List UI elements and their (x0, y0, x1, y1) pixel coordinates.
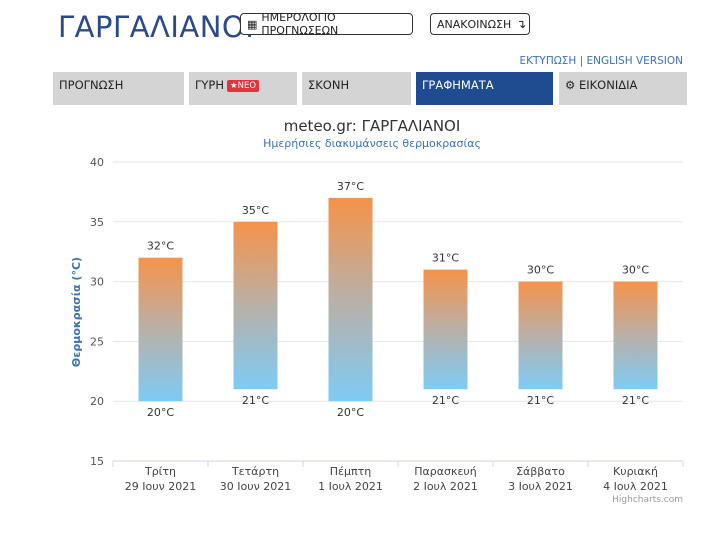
temperature-bar[interactable] (518, 281, 563, 390)
top-links: ΕΚΤΥΠΩΣΗ | ENGLISH VERSION (520, 55, 684, 67)
x-tick-day-label: Παρασκευή (414, 465, 477, 478)
x-tick-date-label: 4 Ιουλ 2021 (603, 480, 668, 493)
x-tick-day-label: Πέμπτη (330, 465, 371, 478)
new-badge: ★ΝΕΟ (227, 80, 260, 92)
star-icon: ★ (230, 81, 238, 91)
min-temp-label: 21°C (622, 394, 649, 407)
x-tick-day-label: Τετάρτη (231, 465, 279, 478)
tab-icons[interactable]: ⚙ ΕΙΚΟΝΙΔΙΑ (559, 72, 687, 105)
tab-forecast[interactable]: ΠΡΟΓΝΩΣΗ (53, 72, 184, 105)
temperature-bar[interactable] (233, 221, 278, 390)
x-tick-day-label: Κυριακή (613, 465, 658, 478)
tab-pollen[interactable]: ΓΥΡΗ ★ΝΕΟ (189, 72, 297, 105)
page-title: ΓΑΡΓΑΛΙΑΝΟΙ (58, 10, 255, 44)
print-link[interactable]: ΕΚΤΥΠΩΣΗ (519, 55, 577, 67)
new-badge-label: ΝΕΟ (237, 81, 257, 91)
y-tick-label: 25 (90, 335, 104, 348)
highcharts-credit[interactable]: Highcharts.com (612, 495, 683, 505)
max-temp-label: 30°C (527, 264, 554, 277)
x-tick-date-label: 30 Ιουν 2021 (220, 480, 291, 493)
english-version-link[interactable]: ENGLISH VERSION (586, 55, 683, 67)
tab-icons-label: ΕΙΚΟΝΙΔΙΑ (578, 78, 638, 92)
max-temp-label: 35°C (242, 204, 269, 217)
tab-dust[interactable]: ΣΚΟΝΗ (302, 72, 411, 105)
announcement-button-label: ΑΝΑΚΟΙΝΩΣΗ (437, 17, 512, 31)
tab-charts[interactable]: ΓΡΑΦΗΜΑΤΑ (416, 72, 553, 105)
x-tick-day-label: Τρίτη (144, 465, 176, 478)
min-temp-label: 21°C (242, 394, 269, 407)
calendar-button-label: ΗΜΕΡΟΛΟΓΙΟ ΠΡΟΓΝΩΣΕΩΝ (261, 11, 339, 37)
calendar-icon: ▦ (247, 17, 258, 31)
announcement-button[interactable]: ΑΝΑΚΟΙΝΩΣΗ ↴ (430, 13, 530, 35)
min-temp-label: 21°C (432, 394, 459, 407)
x-tick-date-label: 29 Ιουν 2021 (125, 480, 196, 493)
tab-dust-label: ΣΚΟΝΗ (308, 78, 350, 92)
tab-forecast-label: ΠΡΟΓΝΩΣΗ (59, 78, 124, 92)
y-tick-label: 35 (90, 216, 104, 229)
x-tick-date-label: 2 Ιουλ 2021 (413, 480, 478, 493)
tab-pollen-label: ΓΥΡΗ (195, 78, 225, 92)
max-temp-label: 37°C (337, 180, 364, 193)
x-tick-day-label: Σάββατο (516, 465, 565, 478)
max-temp-label: 32°C (147, 240, 174, 253)
temperature-bar[interactable] (138, 257, 183, 402)
calendar-button[interactable]: ▦ ΗΜΕΡΟΛΟΓΙΟ ΠΡΟΓΝΩΣΕΩΝ (240, 11, 413, 37)
min-temp-label: 20°C (337, 406, 364, 419)
max-temp-label: 30°C (622, 264, 649, 277)
chart-title: meteo.gr: ΓΑΡΓΑΛΙΑΝΟΙ (284, 117, 461, 135)
x-tick-date-label: 1 Ιουλ 2021 (318, 480, 383, 493)
arrow-down-icon: ↴ (516, 17, 527, 31)
y-tick-label: 40 (90, 156, 104, 169)
chart-subtitle: Ημερήσιες διακυμάνσεις θερμοκρασίας (263, 137, 481, 150)
temperature-bar[interactable] (423, 269, 468, 390)
y-tick-label: 15 (90, 455, 104, 468)
link-separator: | (579, 55, 584, 67)
temperature-bar[interactable] (328, 197, 373, 402)
max-temp-label: 31°C (432, 252, 459, 265)
min-temp-label: 21°C (527, 394, 554, 407)
y-axis-label: Θερμοκρασία (°C) (70, 257, 83, 367)
y-tick-label: 20 (90, 395, 104, 408)
x-tick-date-label: 3 Ιουλ 2021 (508, 480, 573, 493)
tab-charts-label: ΓΡΑΦΗΜΑΤΑ (422, 78, 494, 92)
gear-icon: ⚙ (565, 78, 576, 92)
temperature-bar[interactable] (613, 281, 658, 390)
y-tick-label: 30 (90, 276, 104, 289)
min-temp-label: 20°C (147, 406, 174, 419)
